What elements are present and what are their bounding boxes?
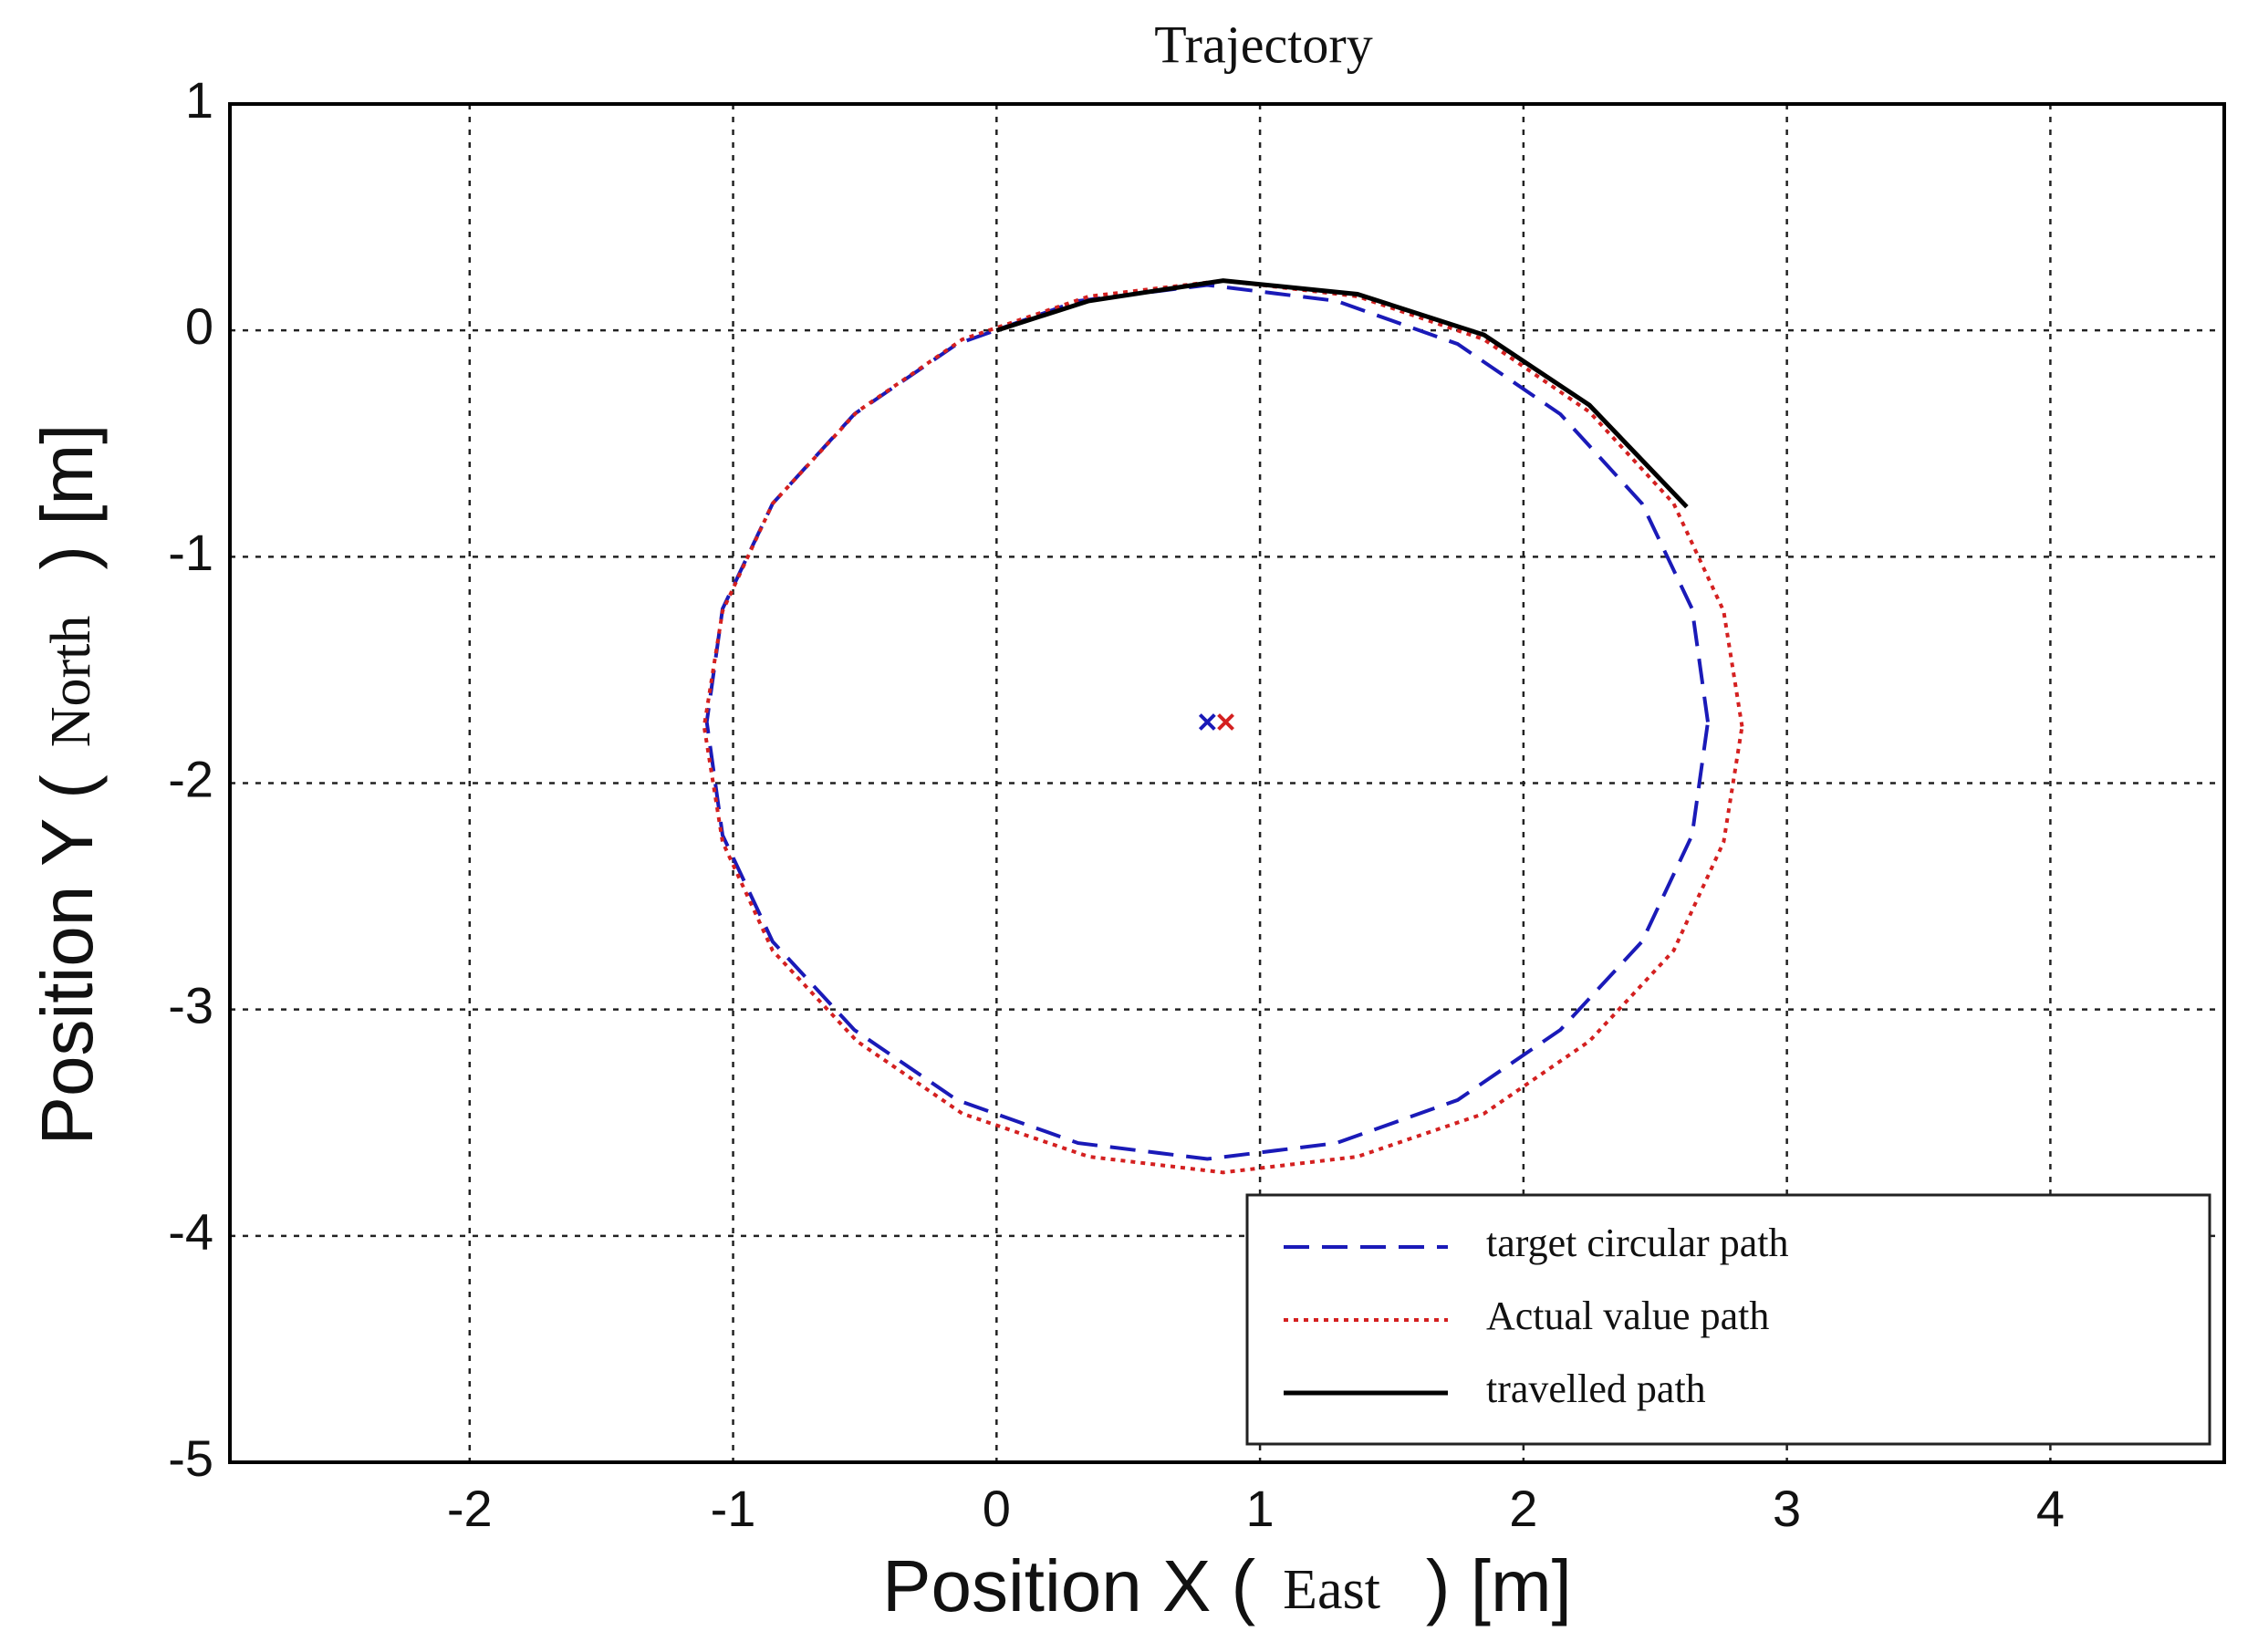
- y-tick-label: 1: [185, 71, 213, 129]
- y-tick-label: -3: [168, 976, 213, 1034]
- x-axis-label: Position X (East) [m]: [882, 1545, 1572, 1626]
- x-tick-label: 2: [1509, 1480, 1537, 1537]
- y-tick-label: -4: [168, 1203, 213, 1261]
- x-tick-label: -2: [447, 1480, 493, 1537]
- legend-label: Actual value path: [1486, 1294, 1769, 1338]
- legend-label: travelled path: [1486, 1366, 1706, 1411]
- plot-frame: [228, 102, 2226, 1464]
- series-line: [995, 278, 1689, 509]
- x-tick-label: 1: [1246, 1480, 1275, 1537]
- series-line: [704, 283, 1710, 1161]
- series-line: [702, 278, 1744, 1175]
- x-tick-label: 0: [983, 1480, 1011, 1537]
- y-tick-label: 0: [185, 297, 213, 355]
- legend-label: target circular path: [1486, 1221, 1788, 1265]
- x-tick-label: -1: [711, 1480, 756, 1537]
- legend: target circular path Actual value path tra…: [1245, 1193, 2211, 1446]
- y-tick-label: -1: [168, 524, 213, 581]
- y-tick-label: -5: [168, 1429, 213, 1487]
- y-tick-label: -2: [168, 750, 213, 807]
- x-tick-label: 3: [1773, 1480, 1801, 1537]
- center-mark: [1217, 713, 1234, 731]
- y-axis-label: Position Y (North) [m]: [26, 424, 108, 1146]
- center-mark: [1198, 713, 1216, 731]
- chart-title: Trajectory: [1154, 15, 1372, 74]
- x-tick-label: 4: [2036, 1480, 2065, 1537]
